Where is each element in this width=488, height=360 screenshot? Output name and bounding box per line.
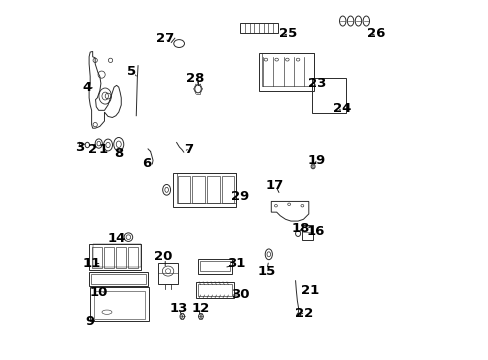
Text: 26: 26 <box>366 27 385 40</box>
Bar <box>262 53 313 86</box>
Text: 6: 6 <box>142 157 151 170</box>
Text: 7: 7 <box>184 143 193 156</box>
Text: 15: 15 <box>257 265 276 278</box>
Bar <box>196 282 233 298</box>
Bar <box>91 274 145 284</box>
Text: 29: 29 <box>231 190 249 203</box>
Bar <box>198 258 231 274</box>
Bar <box>176 173 235 203</box>
Text: 3: 3 <box>75 141 84 154</box>
Text: 11: 11 <box>82 257 101 270</box>
Text: 22: 22 <box>295 307 313 320</box>
Bar <box>173 173 235 207</box>
Bar <box>89 272 148 286</box>
Bar <box>192 176 204 203</box>
Text: 2: 2 <box>88 143 97 156</box>
Text: 14: 14 <box>107 233 126 246</box>
Bar <box>128 247 138 268</box>
Bar <box>93 244 141 267</box>
Text: 17: 17 <box>265 179 284 192</box>
Text: 19: 19 <box>307 154 325 167</box>
Bar <box>301 225 312 240</box>
Text: 13: 13 <box>169 302 187 315</box>
Text: 21: 21 <box>300 284 318 297</box>
Bar <box>92 247 102 268</box>
Text: 8: 8 <box>114 147 123 160</box>
Text: 30: 30 <box>230 288 249 301</box>
Text: 28: 28 <box>186 72 204 85</box>
Text: 12: 12 <box>191 302 210 315</box>
Bar <box>258 53 313 91</box>
Text: 5: 5 <box>127 64 136 77</box>
Text: 1: 1 <box>99 143 108 156</box>
Bar <box>104 247 114 268</box>
Bar <box>312 78 346 113</box>
Text: 16: 16 <box>306 225 325 238</box>
Bar <box>240 23 277 33</box>
Text: 10: 10 <box>90 286 108 299</box>
Bar <box>198 284 231 296</box>
Text: 31: 31 <box>227 257 245 270</box>
Bar <box>177 176 190 203</box>
Text: 18: 18 <box>291 222 309 235</box>
Bar <box>89 244 141 270</box>
Bar <box>116 247 126 268</box>
Text: 27: 27 <box>156 32 174 45</box>
Bar <box>158 263 177 284</box>
Text: 9: 9 <box>85 315 95 328</box>
Text: 20: 20 <box>154 250 172 263</box>
Text: 4: 4 <box>82 81 91 94</box>
Text: 23: 23 <box>307 77 325 90</box>
Text: 24: 24 <box>332 102 350 115</box>
Bar <box>200 261 229 271</box>
Bar <box>207 176 219 203</box>
Text: 25: 25 <box>279 27 297 40</box>
Bar <box>222 176 234 203</box>
